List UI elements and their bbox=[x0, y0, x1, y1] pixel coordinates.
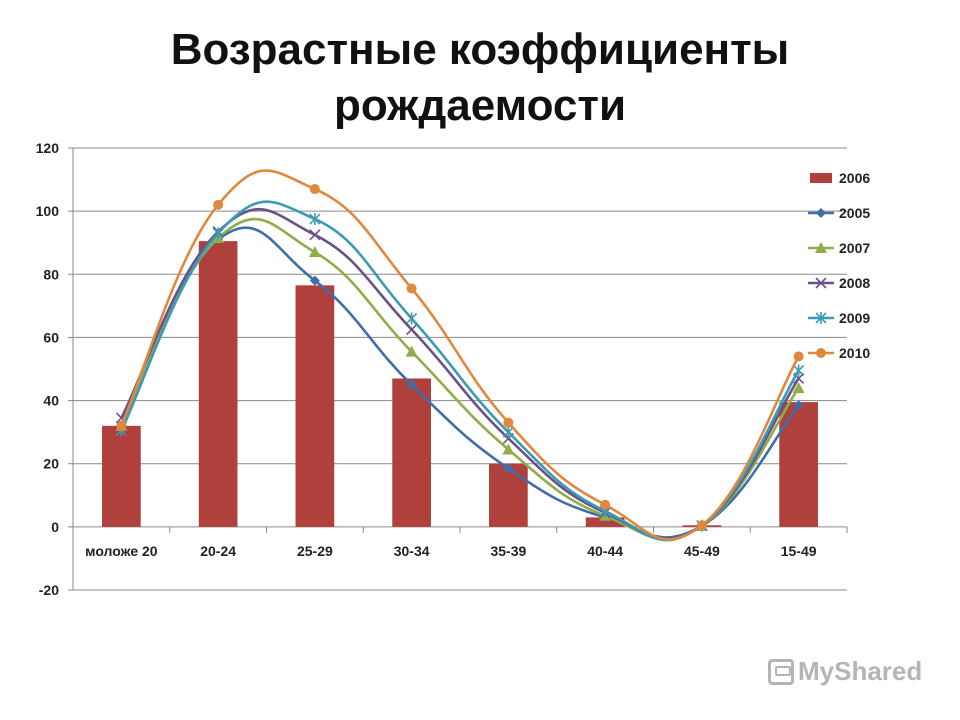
point-2010 bbox=[406, 283, 417, 294]
point-2009 bbox=[793, 364, 805, 377]
legend-label-2005: 2005 bbox=[839, 205, 870, 221]
x-tick-label: 40-44 bbox=[587, 543, 623, 559]
chart-title: Возрастные коэффициенты рождаемости bbox=[0, 22, 960, 134]
point-2007 bbox=[792, 381, 805, 393]
chart-title-line-2: рождаемости bbox=[334, 81, 626, 130]
point-2009 bbox=[309, 213, 321, 226]
point-2010 bbox=[696, 520, 707, 531]
chart-title-line-1: Возрастные коэффициенты bbox=[170, 25, 790, 74]
y-tick-label: 20 bbox=[43, 456, 59, 472]
y-tick-label: 100 bbox=[36, 203, 60, 219]
point-2008 bbox=[309, 229, 321, 241]
legend-marker-2007 bbox=[815, 242, 827, 253]
legend-label-2007: 2007 bbox=[839, 240, 870, 256]
legend-label-2010: 2010 bbox=[839, 345, 870, 361]
point-2010 bbox=[309, 184, 320, 195]
x-tick-label: 20-24 bbox=[200, 543, 236, 559]
y-tick-label: 40 bbox=[43, 393, 59, 409]
watermark-text: MyShared bbox=[798, 656, 923, 686]
presentation-icon bbox=[768, 658, 794, 685]
bar-2006 bbox=[392, 378, 431, 527]
bar-2006 bbox=[779, 402, 818, 527]
point-2005 bbox=[406, 379, 417, 390]
point-2008 bbox=[406, 323, 418, 336]
legend-marker-2005 bbox=[816, 208, 826, 218]
bar-2006 bbox=[198, 241, 238, 527]
legend-label-2006: 2006 bbox=[839, 170, 870, 186]
legend-swatch-2006 bbox=[810, 173, 832, 183]
point-2010 bbox=[600, 499, 611, 510]
y-tick-label: 120 bbox=[36, 140, 60, 156]
point-2010 bbox=[503, 417, 514, 428]
y-tick-label: 0 bbox=[51, 519, 59, 535]
y-tick-label: -20 bbox=[39, 582, 59, 598]
point-2005 bbox=[309, 275, 320, 286]
bar-2006 bbox=[102, 425, 141, 527]
bar-2006 bbox=[489, 463, 528, 527]
point-2005 bbox=[793, 400, 804, 411]
x-tick-label: 15-49 bbox=[781, 543, 817, 559]
x-tick-label: 30-34 bbox=[394, 543, 430, 559]
point-2007 bbox=[308, 246, 321, 258]
x-tick-label: 45-49 bbox=[684, 543, 720, 559]
point-2005 bbox=[503, 463, 514, 474]
y-tick-label: 80 bbox=[43, 266, 59, 282]
legend-marker-2008 bbox=[815, 277, 827, 289]
y-tick-label: 60 bbox=[43, 329, 59, 345]
point-2010 bbox=[213, 199, 224, 210]
point-2007 bbox=[405, 345, 418, 357]
legend-marker-2010 bbox=[816, 348, 826, 358]
legend-label-2008: 2008 bbox=[839, 275, 870, 291]
point-2010 bbox=[793, 351, 804, 362]
point-2010 bbox=[116, 420, 127, 431]
point-2009 bbox=[212, 227, 224, 240]
point-2009 bbox=[406, 312, 418, 325]
point-2009 bbox=[502, 426, 514, 439]
watermark: MyShared bbox=[768, 656, 922, 687]
bar-2006 bbox=[295, 285, 335, 527]
x-tick-label: 35-39 bbox=[490, 543, 526, 559]
point-2007 bbox=[502, 443, 515, 455]
x-tick-label: моложе 20 bbox=[85, 543, 158, 559]
x-tick-label: 25-29 bbox=[297, 543, 333, 559]
legend-label-2009: 2009 bbox=[839, 310, 870, 326]
legend-marker-2009 bbox=[815, 312, 827, 324]
